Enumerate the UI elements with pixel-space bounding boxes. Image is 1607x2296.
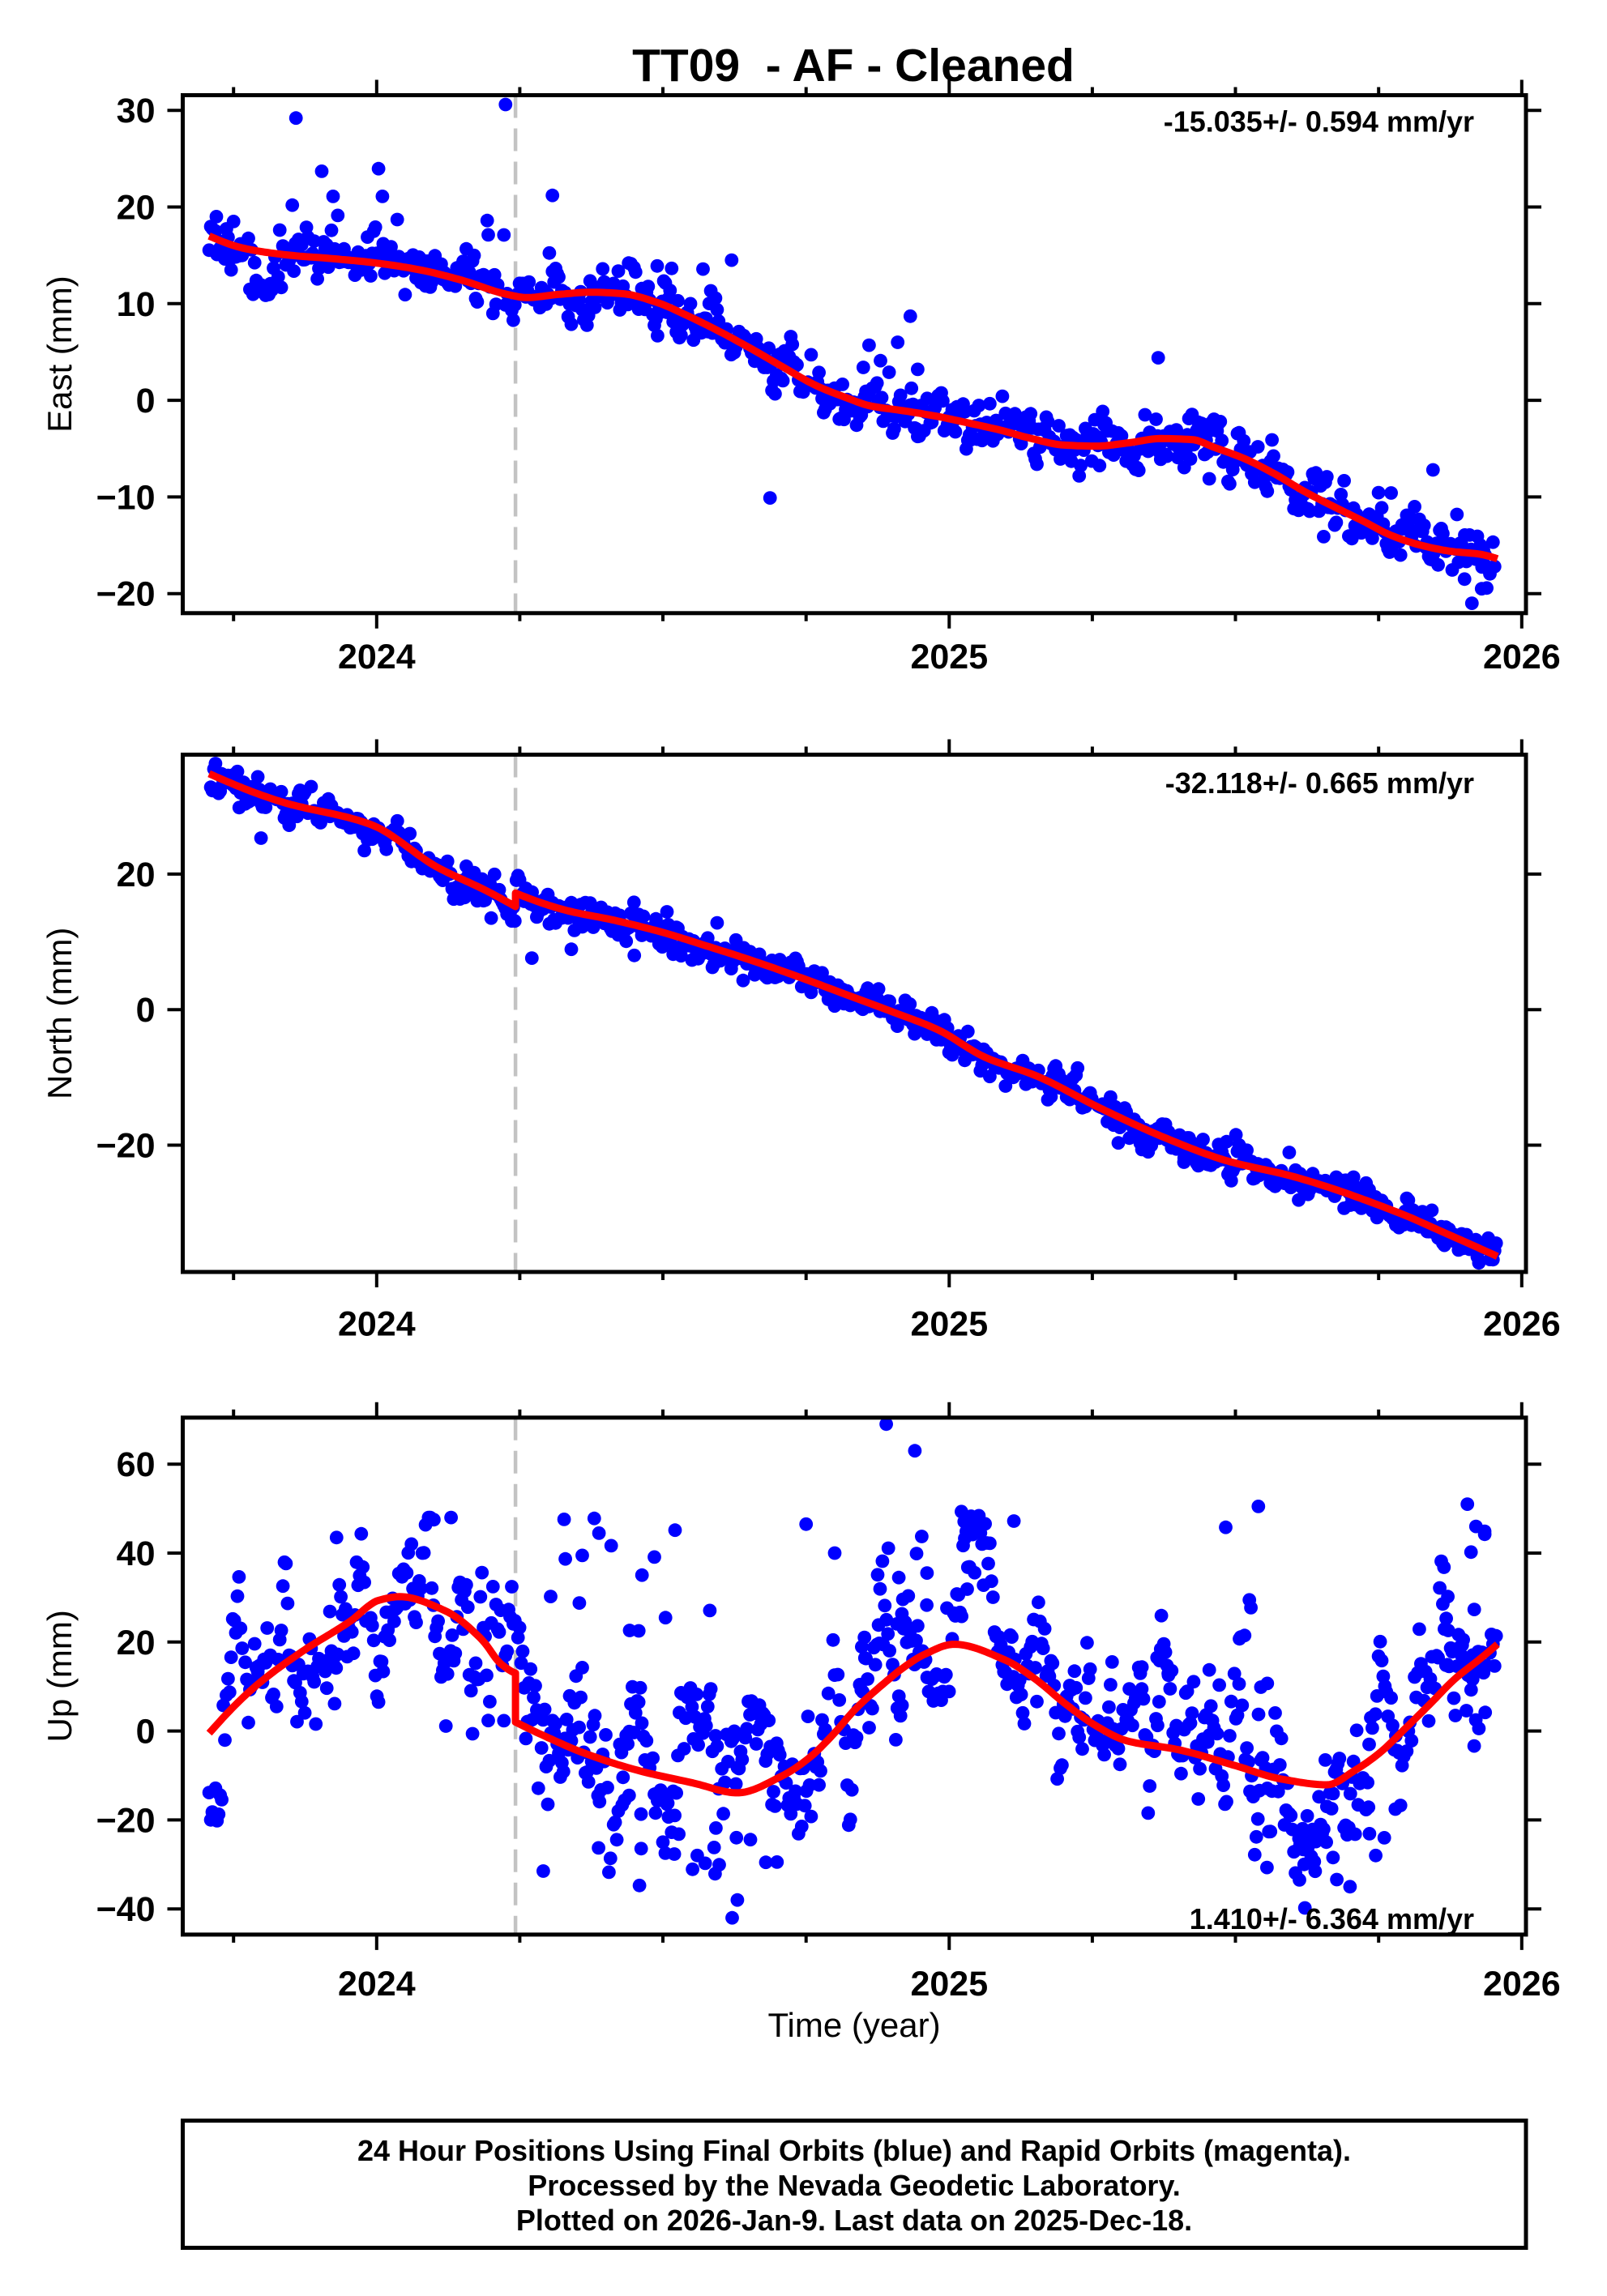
svg-text:2024: 2024 — [338, 1305, 416, 1344]
svg-text:30: 30 — [117, 92, 156, 130]
svg-text:−40: −40 — [96, 1890, 156, 1929]
svg-text:TT09 - AF - Cleaned: TT09 - AF - Cleaned — [632, 40, 1075, 92]
svg-text:2026: 2026 — [1483, 1305, 1561, 1344]
svg-text:40: 40 — [117, 1534, 156, 1573]
svg-text:10: 10 — [117, 285, 156, 324]
svg-text:Plotted on 2026-Jan-9. Last da: Plotted on 2026-Jan-9. Last data on 2025… — [516, 2204, 1192, 2237]
svg-text:2026: 2026 — [1483, 1965, 1561, 2004]
svg-text:2024: 2024 — [338, 1965, 416, 2004]
svg-text:20: 20 — [117, 1624, 156, 1662]
svg-text:−20: −20 — [96, 575, 156, 614]
svg-text:−10: −10 — [96, 478, 156, 517]
svg-text:East (mm): East (mm) — [41, 275, 79, 433]
svg-text:0: 0 — [136, 382, 156, 420]
svg-text:Up (mm): Up (mm) — [41, 1610, 79, 1742]
svg-text:60: 60 — [117, 1445, 156, 1484]
svg-text:-15.035+/- 0.594 mm/yr: -15.035+/- 0.594 mm/yr — [1164, 105, 1474, 139]
svg-text:-32.118+/- 0.665 mm/yr: -32.118+/- 0.665 mm/yr — [1165, 766, 1474, 800]
svg-text:2025: 2025 — [910, 638, 988, 676]
svg-text:2025: 2025 — [910, 1965, 988, 2004]
svg-text:20: 20 — [117, 856, 156, 894]
svg-text:20: 20 — [117, 189, 156, 228]
svg-text:1.410+/- 6.364 mm/yr: 1.410+/- 6.364 mm/yr — [1190, 1902, 1474, 1935]
svg-text:−20: −20 — [96, 1801, 156, 1840]
svg-text:Processed by the Nevada Geodet: Processed by the Nevada Geodetic Laborat… — [528, 2169, 1181, 2202]
svg-text:−20: −20 — [96, 1127, 156, 1166]
svg-text:2025: 2025 — [910, 1305, 988, 1344]
svg-text:0: 0 — [136, 991, 156, 1030]
svg-text:2026: 2026 — [1483, 638, 1561, 676]
svg-text:24 Hour Positions Using Final: 24 Hour Positions Using Final Orbits (bl… — [357, 2134, 1351, 2167]
svg-text:0: 0 — [136, 1713, 156, 1752]
svg-text:2024: 2024 — [338, 638, 416, 676]
svg-text:Time (year): Time (year) — [767, 2006, 940, 2044]
svg-text:North (mm): North (mm) — [41, 928, 79, 1099]
